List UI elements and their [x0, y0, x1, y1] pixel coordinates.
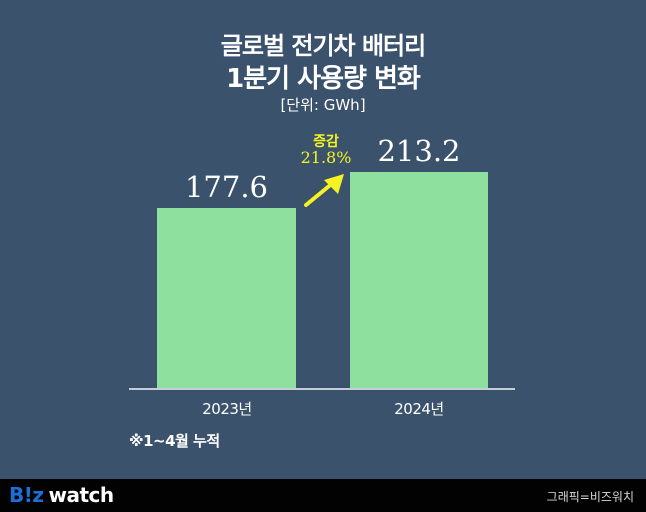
unit-label: [단위: GWh] — [280, 96, 366, 114]
graphic-credit: 그래픽=비즈워치 — [546, 490, 634, 504]
bar-value-2023: 177.6 — [184, 170, 269, 204]
logo-watch: watch — [48, 483, 115, 507]
x-axis-line — [129, 388, 515, 390]
up-right-arrow-icon — [304, 174, 344, 207]
x-label-2023: 2023년 — [202, 400, 252, 418]
bar-value-2024: 213.2 — [377, 134, 461, 168]
x-label-2024: 2024년 — [394, 400, 444, 418]
logo-biz: B!z — [9, 483, 44, 507]
bizwatch-logo: B!z watch — [9, 483, 114, 507]
bar-2024 — [350, 172, 488, 388]
chart-title-line2: 1분기 사용량 변화 — [226, 64, 421, 94]
chart-title-line1: 글로벌 전기차 배터리 — [220, 32, 426, 60]
footer-bar — [0, 479, 646, 512]
bar-2023 — [157, 208, 296, 388]
change-value: 21.8% — [300, 148, 352, 167]
footnote: ※1~4월 누적 — [129, 432, 220, 450]
change-label: 증감 — [313, 134, 339, 150]
